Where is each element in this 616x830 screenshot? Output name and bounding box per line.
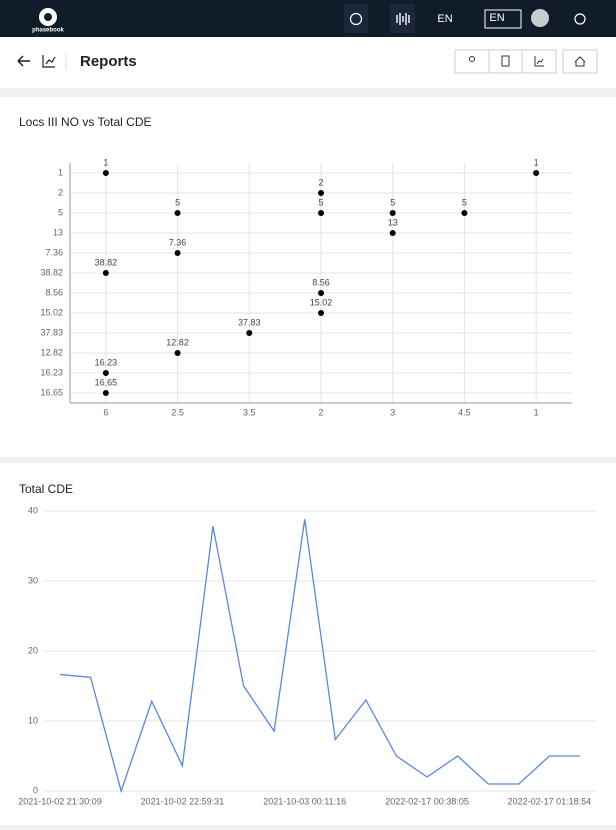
point: [389, 210, 396, 216]
data-label: 5: [318, 197, 323, 207]
x-tick-label: 2021-10-03 00:11:16: [263, 796, 346, 806]
language-select[interactable]: [484, 9, 522, 29]
data-label: 13: [388, 217, 398, 227]
home-button[interactable]: [562, 49, 598, 74]
point: [318, 210, 324, 216]
point: [318, 190, 324, 196]
card: [0, 463, 616, 825]
data-label: 12.82: [166, 337, 189, 347]
point: [102, 370, 109, 376]
y-tick-label: 15.02: [40, 307, 63, 317]
point: [102, 390, 109, 396]
data-label: 1: [103, 157, 108, 167]
y-tick-label: 12.82: [40, 347, 63, 357]
y-tick-label: 16.23: [40, 367, 63, 377]
x-tick-label: 2.5: [171, 407, 184, 417]
x-tick-label: 2021-10-02 22:59:31: [141, 796, 225, 806]
data-label: 8.56: [312, 277, 330, 287]
x-tick-label: 2: [318, 407, 323, 417]
user-button[interactable]: [469, 56, 475, 62]
x-tick-label: 3.5: [243, 407, 256, 417]
x-tick-label: 2022-02-17 00:38:05: [385, 796, 469, 806]
data-label: 5: [390, 197, 395, 207]
chart-title: Total CDE: [19, 482, 73, 496]
y-tick-label: 13: [53, 227, 63, 237]
point: [533, 170, 540, 176]
x-tick-label: 2022-02-17 01:18:54: [508, 796, 592, 806]
button-group: [454, 49, 557, 74]
data-label: 1: [534, 157, 539, 167]
y-tick-label: 40: [28, 505, 38, 515]
point: [174, 210, 181, 216]
y-tick-label: 5: [58, 207, 63, 217]
data-label: 15.02: [310, 297, 333, 307]
data-label: 16.23: [95, 357, 118, 367]
line: [59, 519, 580, 794]
logo-eye: [44, 13, 52, 21]
point: [174, 250, 181, 256]
back-button[interactable]: [17, 55, 30, 67]
chart-button[interactable]: [534, 56, 544, 67]
chart-title: Locs III NO vs Total CDE: [19, 115, 152, 129]
data-label: 7.36: [169, 237, 187, 247]
logo-text: phasebook: [32, 28, 64, 34]
home-icon: [574, 56, 586, 67]
y-tick-label: 38.82: [40, 267, 63, 277]
chart-icon: [42, 55, 56, 68]
y-tick-label: 7.36: [45, 247, 63, 257]
data-label: 5: [462, 197, 467, 207]
x-tick-label: 2021-10-02 21:30:09: [18, 796, 102, 806]
y-tick-label: 2: [58, 187, 63, 197]
card: [0, 97, 616, 457]
y-tick-label: 8.56: [45, 287, 63, 297]
navbar: [0, 0, 616, 37]
signal-icon: [396, 13, 410, 25]
data-label: 16.65: [95, 377, 118, 387]
avatar[interactable]: [531, 9, 549, 27]
x-tick-label: 3: [390, 407, 395, 417]
nav-language[interactable]: EN: [437, 13, 452, 25]
point: [102, 170, 109, 176]
y-tick-label: 20: [28, 645, 38, 655]
y-tick-label: 16.65: [40, 387, 63, 397]
page-title: Reports: [80, 53, 137, 70]
y-tick-label: 0: [33, 785, 38, 795]
y-tick-label: 1: [58, 167, 63, 177]
point: [389, 230, 396, 236]
data-label: 5: [175, 197, 180, 207]
y-tick-label: 37.83: [40, 327, 63, 337]
compass-icon: [349, 12, 363, 26]
x-tick-label: 6: [103, 407, 108, 417]
compass-button[interactable]: [344, 4, 368, 33]
point: [174, 350, 181, 356]
point: [318, 290, 324, 296]
point: [318, 310, 324, 316]
x-tick-label: 1: [534, 407, 539, 417]
point: [102, 270, 109, 276]
data-label: 2: [318, 177, 323, 187]
data-label: 37.83: [238, 317, 261, 327]
x-tick-label: 4.5: [458, 407, 471, 417]
data-label: 38.82: [95, 257, 118, 267]
point: [461, 210, 468, 216]
logout-icon[interactable]: [574, 13, 586, 25]
y-tick-label: 10: [28, 715, 38, 725]
y-tick-label: 30: [28, 575, 38, 585]
copy-button[interactable]: [501, 55, 510, 67]
language-select-text: EN: [489, 12, 504, 24]
point: [246, 330, 253, 336]
